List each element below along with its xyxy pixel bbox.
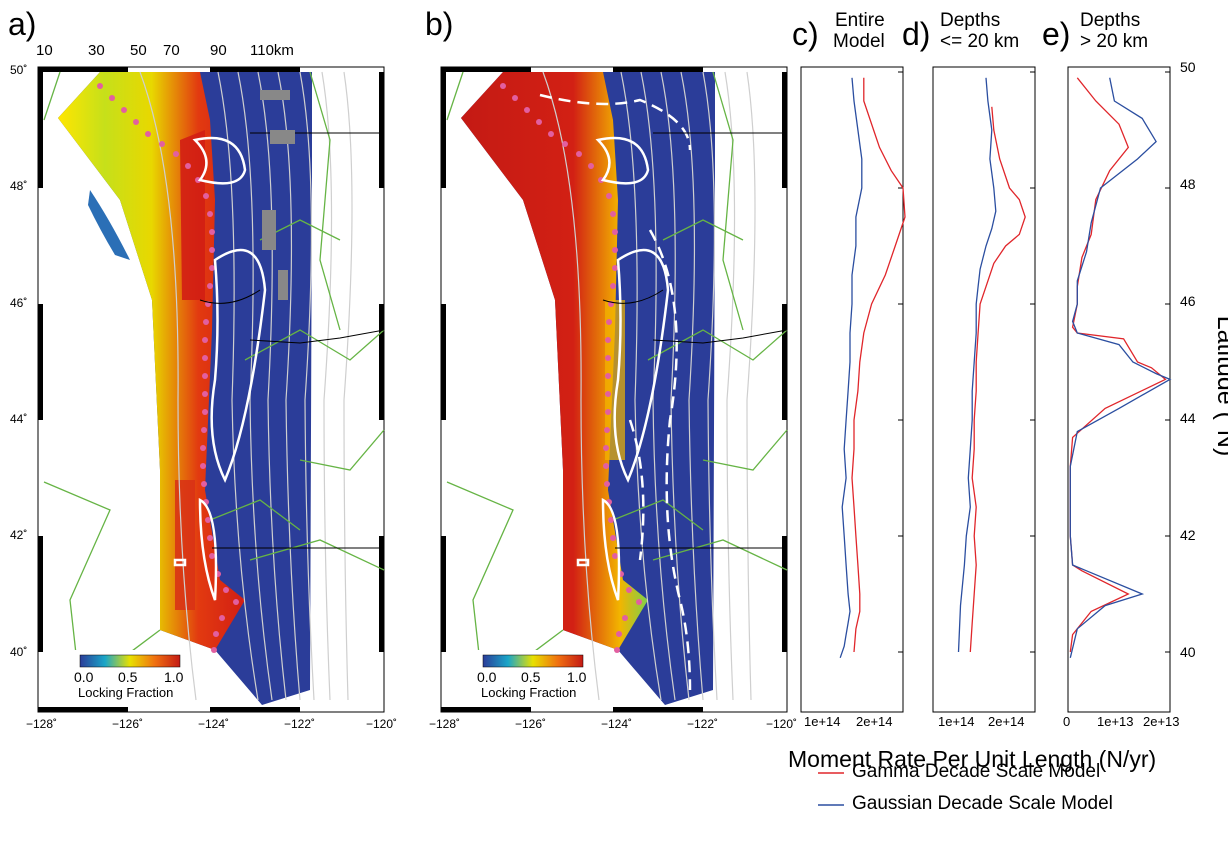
depth-label-50: 50: [130, 42, 147, 59]
colorbar-b-tick-0: 0.0: [477, 669, 497, 685]
lon-tick-a-122: −122˚: [284, 717, 316, 731]
lon-tick-a-120: −120˚: [366, 717, 398, 731]
e-xtick-0: 0: [1063, 714, 1071, 729]
legend-gamma-label: Gamma Decade Scale Model: [852, 761, 1101, 782]
depth-label-70: 70: [163, 42, 180, 59]
e-xtick-1e13: 1e+13: [1097, 714, 1134, 729]
colorbar-a-tick-05: 0.5: [118, 669, 138, 685]
yaxis-tick-48: 48: [1180, 176, 1196, 192]
lat-tick-40: 40˚: [10, 645, 28, 659]
d-xtick-1e14: 1e+14: [938, 714, 975, 729]
panel-d-title-1: Depths: [940, 10, 1001, 31]
panel-c-frame: [800, 66, 904, 713]
lat-tick-44: 44˚: [10, 412, 28, 426]
map-a: [37, 66, 385, 713]
depth-label-30: 30: [88, 42, 105, 59]
lon-tick-b-122: −122˚: [687, 717, 719, 731]
yaxis-tick-42: 42: [1180, 527, 1196, 543]
panel-1-series-gaussian: [957, 77, 997, 653]
colorbar-b-tick-1: 1.0: [567, 669, 587, 685]
lat-tick-48: 48˚: [10, 179, 28, 193]
lon-tick-a-128: −128˚: [26, 717, 58, 731]
depth-label-10: 10: [36, 42, 53, 59]
lon-tick-b-128: −128˚: [429, 717, 461, 731]
depth-label-90: 90: [210, 42, 227, 59]
d-xtick-2e14: 2e+14: [988, 714, 1025, 729]
panel-label-c: c): [792, 16, 819, 52]
colorbar-b-label: Locking Fraction: [481, 685, 577, 700]
lon-tick-b-120: −120˚: [766, 717, 798, 731]
lat-tick-50: 50˚: [10, 63, 28, 77]
panel-label-a: a): [8, 6, 37, 42]
lon-tick-a-126: −126˚: [112, 717, 144, 731]
yaxis-tick-40: 40: [1180, 644, 1196, 660]
yaxis-tick-46: 46: [1180, 293, 1196, 309]
x-axis-label: Moment Rate Per Unit Length (N/yr): [788, 746, 1157, 772]
c-xtick-1e14: 1e+14: [804, 714, 841, 729]
panel-e-frame: [1067, 66, 1171, 713]
panel-label-b: b): [425, 6, 454, 42]
colorbar-b-tick-05: 0.5: [521, 669, 541, 685]
panel-label-d: d): [902, 16, 931, 52]
yaxis-tick-44: 44: [1180, 410, 1196, 426]
panel-2-series-gamma: [1069, 77, 1167, 653]
panel-c-title-2: Model: [833, 31, 885, 52]
panel-2-series-gaussian: [1069, 77, 1172, 658]
panel-0-series-gamma: [851, 77, 906, 653]
c-xtick-2e14: 2e+14: [856, 714, 893, 729]
panel-c-title-1: Entire: [835, 10, 885, 31]
colorbar-a-label: Locking Fraction: [78, 685, 174, 700]
panel-d-frame: [932, 66, 1036, 713]
colorbar-a-tick-0: 0.0: [74, 669, 94, 685]
colorbar-a-tick-1: 1.0: [164, 669, 184, 685]
lon-tick-a-124: −124˚: [198, 717, 230, 731]
panel-e-title-1: Depths: [1080, 10, 1141, 31]
lat-tick-42: 42˚: [10, 528, 28, 542]
legend-gaussian-label: Gaussian Decade Scale Model: [852, 793, 1113, 814]
panel-0-series-gaussian: [839, 77, 863, 659]
lon-tick-b-126: −126˚: [515, 717, 547, 731]
yaxis-tick-50: 50: [1180, 59, 1196, 75]
y-axis-label: Latitude (°N): [1212, 315, 1228, 457]
panel-d-title-2: <= 20 km: [940, 31, 1020, 52]
depth-label-110: 110km: [250, 42, 294, 59]
panel-e-title-2: > 20 km: [1080, 31, 1149, 52]
lon-tick-b-124: −124˚: [601, 717, 633, 731]
lat-tick-46: 46˚: [10, 296, 28, 310]
e-xtick-2e13: 2e+13: [1143, 714, 1180, 729]
panel-1-series-gamma: [969, 106, 1026, 653]
map-b: [440, 66, 788, 713]
panel-label-e: e): [1042, 16, 1071, 52]
